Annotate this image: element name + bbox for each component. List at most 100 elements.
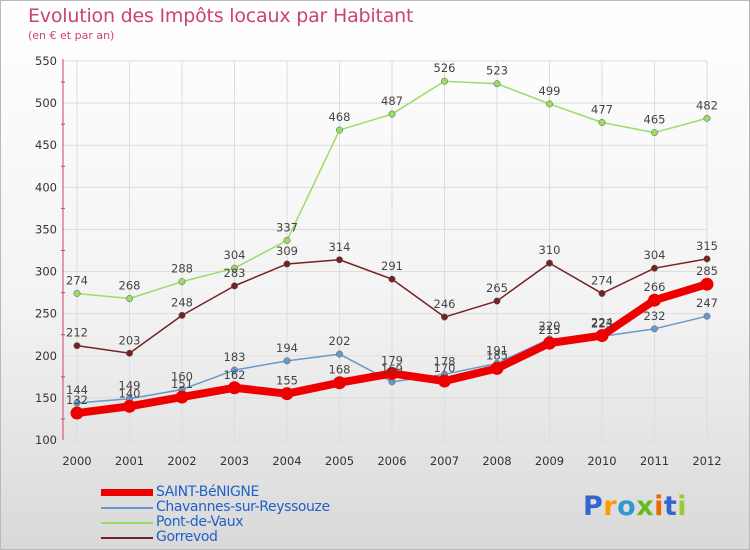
data-point xyxy=(598,119,606,126)
data-label: 224 xyxy=(591,316,613,330)
logo-letter: P xyxy=(583,491,604,522)
logo-letter: r xyxy=(603,491,618,522)
data-label: 314 xyxy=(329,240,351,254)
legend-label: Pont-de-Vaux xyxy=(156,514,244,530)
x-tick-label: 2010 xyxy=(587,454,616,468)
y-tick-label: 250 xyxy=(35,307,57,321)
y-tick-label: 200 xyxy=(35,349,57,363)
data-point xyxy=(703,312,711,320)
data-label: 178 xyxy=(434,354,456,368)
logo-letter: x xyxy=(636,491,655,522)
data-point xyxy=(73,399,81,407)
y-tick-label: 550 xyxy=(35,54,57,68)
y-tick-label: 500 xyxy=(35,96,57,110)
data-label: 160 xyxy=(171,369,193,383)
x-tick-label: 2004 xyxy=(272,454,301,468)
data-label: 220 xyxy=(539,319,561,333)
data-label: 144 xyxy=(66,383,88,397)
data-point xyxy=(703,114,711,122)
data-point xyxy=(385,366,399,380)
x-tick-label: 2011 xyxy=(640,454,669,468)
data-label: 465 xyxy=(644,113,666,127)
data-label: 468 xyxy=(329,110,351,124)
data-label: 248 xyxy=(171,295,193,309)
data-point xyxy=(651,325,658,333)
data-point xyxy=(283,236,291,244)
data-point xyxy=(441,313,448,321)
y-tick-label: 100 xyxy=(35,433,57,447)
data-label: 185 xyxy=(486,348,508,362)
data-label: 194 xyxy=(276,341,298,355)
x-tick-label: 2003 xyxy=(220,454,249,468)
logo-letter: o xyxy=(617,491,637,522)
legend-label: Chavannes-sur-Reyssouze xyxy=(156,499,330,515)
data-point xyxy=(598,290,606,297)
data-point xyxy=(388,275,396,283)
legend-swatch-chavannes xyxy=(101,507,153,509)
data-point xyxy=(73,342,81,350)
data-label: 309 xyxy=(276,244,298,258)
data-label: 223 xyxy=(591,316,613,330)
data-label: 232 xyxy=(644,309,666,323)
legend-label: SAINT-BéNIGNE xyxy=(156,484,259,500)
logo-letter: i xyxy=(654,491,664,522)
y-tick-label: 350 xyxy=(35,222,57,236)
data-label: 283 xyxy=(224,266,246,280)
data-point xyxy=(546,100,553,108)
data-point xyxy=(388,110,396,118)
data-label: 215 xyxy=(539,323,561,337)
data-point xyxy=(595,329,609,343)
data-point xyxy=(283,260,291,268)
legend-swatch-gorrevod xyxy=(101,537,153,539)
data-point xyxy=(231,264,238,272)
data-point xyxy=(336,350,343,358)
x-tick-label: 2012 xyxy=(692,454,721,468)
data-label: 487 xyxy=(381,94,403,108)
data-label: 266 xyxy=(644,280,666,294)
data-point xyxy=(73,290,81,297)
data-label: 191 xyxy=(486,343,508,357)
data-point xyxy=(441,77,448,85)
data-label: 268 xyxy=(119,279,141,293)
data-label: 288 xyxy=(171,262,193,276)
data-label: 170 xyxy=(434,361,456,375)
data-point xyxy=(123,399,136,413)
data-point xyxy=(703,255,711,263)
data-point xyxy=(490,361,504,375)
data-label: 337 xyxy=(276,220,298,234)
proxiti-logo: Proxiti xyxy=(583,491,687,522)
y-tick-label: 400 xyxy=(35,180,57,194)
data-label: 274 xyxy=(591,273,613,287)
data-label: 265 xyxy=(486,281,508,295)
y-tick-label: 450 xyxy=(35,138,57,152)
data-point xyxy=(280,387,294,401)
data-label: 155 xyxy=(276,374,298,388)
data-point xyxy=(333,376,346,390)
data-label: 151 xyxy=(171,377,193,391)
data-point xyxy=(648,293,661,307)
data-point xyxy=(231,366,238,374)
x-tick-label: 2008 xyxy=(482,454,511,468)
data-label: 212 xyxy=(66,326,88,340)
x-tick-label: 2001 xyxy=(115,454,144,468)
data-label: 169 xyxy=(381,362,403,376)
data-label: 291 xyxy=(381,259,403,273)
data-label: 523 xyxy=(486,64,508,78)
x-tick-label: 2009 xyxy=(535,454,564,468)
data-label: 140 xyxy=(119,386,141,400)
data-label: 149 xyxy=(119,379,141,393)
data-label: 285 xyxy=(696,264,718,278)
x-tick-label: 2006 xyxy=(377,454,406,468)
data-point xyxy=(178,311,186,319)
y-tick-label: 150 xyxy=(35,391,57,405)
logo-letter: t xyxy=(663,491,678,522)
data-point xyxy=(336,126,343,134)
data-point xyxy=(700,277,714,291)
data-point xyxy=(178,278,186,286)
data-label: 304 xyxy=(224,248,246,262)
data-label: 247 xyxy=(696,296,718,310)
data-label: 132 xyxy=(66,393,88,407)
data-label: 183 xyxy=(224,350,246,364)
